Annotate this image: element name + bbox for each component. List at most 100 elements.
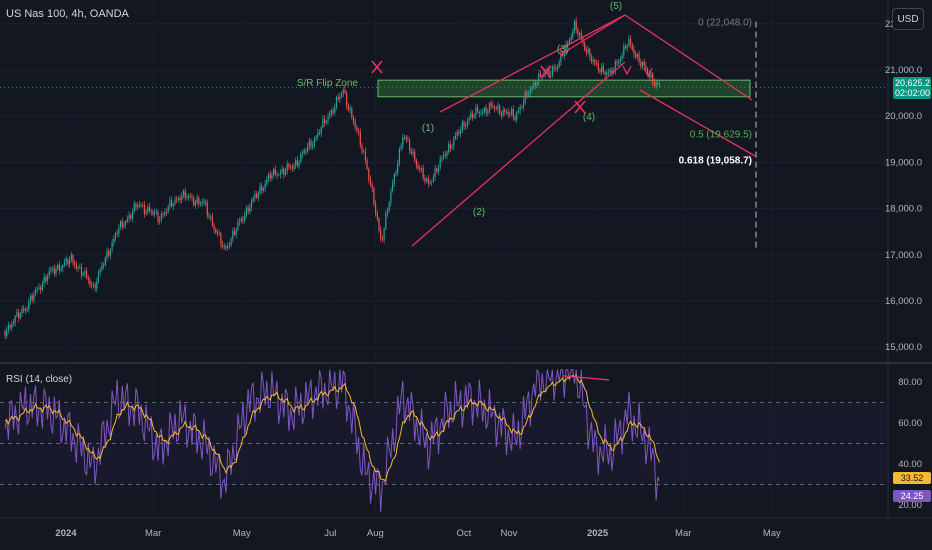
- candle-body: [84, 271, 86, 274]
- candle-body: [131, 211, 134, 219]
- candle-body: [517, 110, 519, 113]
- price-tick-label: 15,000.0: [885, 342, 922, 353]
- candle-body: [147, 207, 149, 212]
- candle-body: [242, 218, 244, 221]
- candle-body: [359, 132, 361, 146]
- candles: [4, 17, 661, 340]
- candle-body: [137, 205, 139, 208]
- candle-body: [274, 169, 276, 175]
- candle-body: [62, 265, 64, 269]
- candle-body: [267, 174, 270, 180]
- candle-body: [48, 270, 50, 276]
- candle-body: [403, 137, 406, 139]
- candle-body: [79, 266, 81, 268]
- candle-body: [466, 120, 468, 126]
- candle-body: [631, 44, 633, 50]
- candle-body: [143, 205, 145, 214]
- candle-body: [169, 200, 171, 207]
- candle-body: [215, 229, 217, 233]
- candle-body: [9, 325, 11, 328]
- candle-body: [618, 62, 620, 64]
- candle-body: [12, 322, 15, 325]
- candle-body: [579, 33, 581, 35]
- candle-body: [58, 264, 60, 271]
- rsi-tick-label: 40.00: [898, 459, 922, 470]
- candle-body: [16, 312, 18, 317]
- candle-body: [329, 114, 331, 117]
- candle-body: [154, 212, 156, 215]
- candle-body: [471, 113, 474, 118]
- candle-body: [245, 207, 247, 216]
- candle-body: [443, 154, 445, 158]
- wave-label-4: (4): [583, 112, 595, 123]
- candle-body: [594, 60, 596, 64]
- candle-body: [565, 44, 567, 54]
- candle-body: [118, 227, 120, 234]
- candle-body: [125, 221, 127, 225]
- candle-body: [261, 186, 263, 191]
- candle-body: [640, 62, 642, 67]
- candle-body: [130, 215, 132, 219]
- symbol-header: US Nas 100, 4h, OANDA: [6, 8, 129, 20]
- candle-body: [650, 73, 652, 78]
- candle-body: [577, 29, 579, 35]
- candle-body: [167, 206, 169, 213]
- candle-body: [108, 251, 110, 256]
- candle-body: [82, 273, 84, 276]
- candle-body: [398, 148, 400, 164]
- candle-body: [206, 203, 208, 216]
- candle-body: [293, 165, 295, 169]
- candle-body: [307, 146, 309, 152]
- candle-body: [356, 127, 358, 131]
- candle-body: [239, 221, 241, 222]
- time-tick-label: 2024: [55, 528, 77, 539]
- candle-body: [104, 257, 106, 266]
- candle-body: [436, 168, 438, 172]
- candle-body: [647, 68, 649, 75]
- candle-body: [171, 200, 173, 207]
- candle-body: [182, 190, 185, 196]
- candle-body: [135, 204, 137, 208]
- candle-body: [211, 216, 213, 226]
- candle-body: [609, 69, 611, 73]
- candle-body: [41, 283, 43, 290]
- candle-body: [368, 168, 370, 180]
- candle-body: [254, 194, 256, 198]
- candle-body: [439, 158, 441, 168]
- candle-body: [623, 46, 625, 55]
- candle-body: [317, 132, 319, 137]
- candle-body: [648, 74, 650, 78]
- candle-body: [99, 269, 101, 273]
- descending-channel-lower-line: [639, 89, 756, 157]
- candle-body: [191, 197, 193, 198]
- candle-body: [227, 245, 229, 248]
- candle-body: [150, 211, 152, 213]
- candle-body: [301, 153, 304, 155]
- candle-body: [492, 105, 494, 107]
- rsi-title: RSI (14, close): [6, 374, 73, 385]
- candle-body: [563, 53, 565, 56]
- candle-body: [14, 316, 16, 323]
- candle-body: [604, 72, 606, 75]
- time-tick-label: May: [233, 528, 251, 539]
- candle-body: [585, 49, 587, 53]
- candle-body: [614, 61, 616, 72]
- candle-body: [451, 146, 453, 149]
- candle-body: [21, 308, 23, 314]
- candle-body: [29, 295, 32, 302]
- candle-body: [284, 171, 287, 175]
- sr-flip-zone-label: S/R Flip Zone: [297, 78, 359, 89]
- candle-body: [121, 221, 123, 227]
- time-tick-label: Nov: [501, 528, 518, 539]
- fib-level-05: 0.5 (19,629.5): [690, 129, 752, 140]
- candle-body: [621, 54, 623, 59]
- candle-body: [324, 118, 326, 123]
- candle-body: [205, 201, 207, 204]
- currency-button[interactable]: USD: [892, 8, 924, 30]
- candle-body: [91, 284, 93, 286]
- candle-body: [405, 137, 407, 140]
- candle-body: [514, 117, 516, 120]
- candle-body: [611, 69, 613, 74]
- candle-body: [373, 188, 375, 205]
